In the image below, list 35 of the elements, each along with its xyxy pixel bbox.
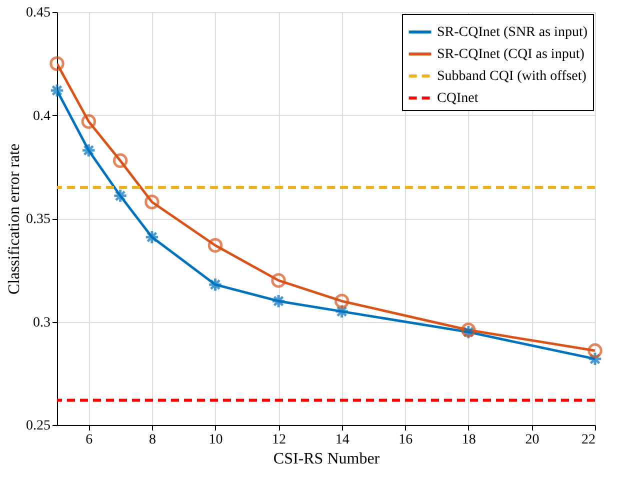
point: [334, 294, 350, 308]
point: [50, 83, 64, 98]
x-tick-label: 10: [208, 432, 223, 448]
point: [271, 294, 286, 308]
point: [81, 142, 96, 158]
x-axis-title: CSI-RS Number: [273, 450, 380, 468]
y-tick-label: 0.3: [33, 315, 50, 330]
legend-label: Subband CQI (with offset): [437, 69, 587, 84]
x-tick-label: 14: [335, 432, 350, 448]
y-tick-label: 0.25: [26, 418, 50, 434]
point: [50, 56, 64, 71]
y-tick-label: 0.35: [26, 212, 50, 227]
x-tick-label: 12: [272, 432, 286, 448]
point: [208, 238, 223, 253]
point: [112, 188, 128, 204]
point: [208, 277, 223, 292]
point: [144, 230, 160, 244]
legend-label: SR-CQInet (SNR as input): [437, 25, 588, 40]
point: [81, 114, 96, 129]
x-tick-label: 8: [148, 432, 156, 448]
y-tick-label: 0.4: [33, 108, 50, 124]
y-tick-label: 0.45: [26, 6, 50, 20]
x-tick-label: 16: [398, 432, 413, 448]
point: [334, 304, 350, 319]
x-tick-label: 18: [462, 432, 476, 448]
point: [144, 194, 160, 210]
y-axis-title: Classification error rate: [6, 143, 23, 295]
legend-label: SR-CQInet (CQI as input): [437, 47, 585, 62]
x-tick-label: 20: [525, 432, 540, 448]
x-tick-label: 6: [86, 432, 93, 448]
x-tick-label: 22: [582, 432, 596, 448]
point: [588, 343, 602, 358]
point: [112, 153, 128, 168]
legend-label: CQInet: [437, 91, 478, 106]
point: [271, 273, 286, 288]
